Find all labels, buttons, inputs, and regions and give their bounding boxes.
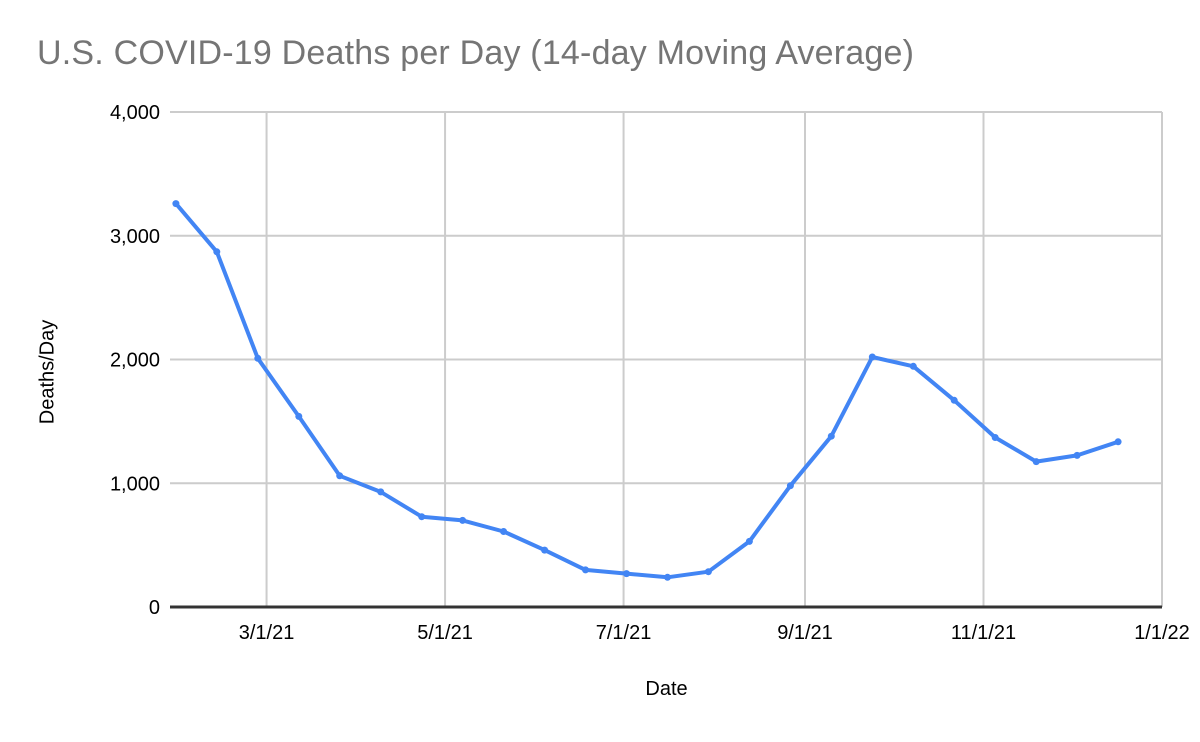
data-point <box>909 362 917 370</box>
data-point <box>1114 438 1122 446</box>
data-point <box>172 200 180 208</box>
x-tick-label: 5/1/21 <box>417 622 473 644</box>
data-line <box>173 201 1121 580</box>
data-point <box>664 573 671 581</box>
y-tick-label: 1,000 <box>110 473 160 495</box>
y-axis-title: Deaths/Day <box>36 319 59 425</box>
data-point <box>418 513 426 521</box>
data-point <box>254 354 262 362</box>
x-tick-label: 11/1/21 <box>951 622 1016 644</box>
x-tick-label: 3/1/21 <box>239 622 295 644</box>
data-point <box>541 546 549 554</box>
data-point <box>213 248 221 256</box>
chart-title: U.S. COVID-19 Deaths per Day (14-day Mov… <box>37 34 915 72</box>
data-point <box>500 528 508 535</box>
data-point <box>1073 451 1081 459</box>
data-point <box>868 353 876 361</box>
data-point <box>950 396 958 404</box>
x-tick-label: 9/1/21 <box>777 622 833 644</box>
data-point <box>704 568 712 576</box>
x-tick-label: 7/1/21 <box>596 622 652 644</box>
data-point <box>991 434 999 441</box>
data-point <box>786 482 794 490</box>
x-tick-label: 1/1/22 <box>1134 622 1190 644</box>
data-point <box>336 472 344 480</box>
data-point <box>295 412 303 420</box>
data-point <box>827 432 835 440</box>
data-point <box>1032 458 1040 466</box>
data-point <box>459 516 467 524</box>
data-point <box>582 566 589 574</box>
data-point <box>745 537 753 545</box>
x-axis-title: Date <box>645 678 688 700</box>
y-tick-label: 3,000 <box>110 226 160 248</box>
y-tick-label: 4,000 <box>110 102 160 124</box>
y-tick-label: 0 <box>149 597 160 619</box>
data-point <box>377 488 385 496</box>
data-point <box>623 570 630 578</box>
y-tick-label: 2,000 <box>110 350 160 372</box>
